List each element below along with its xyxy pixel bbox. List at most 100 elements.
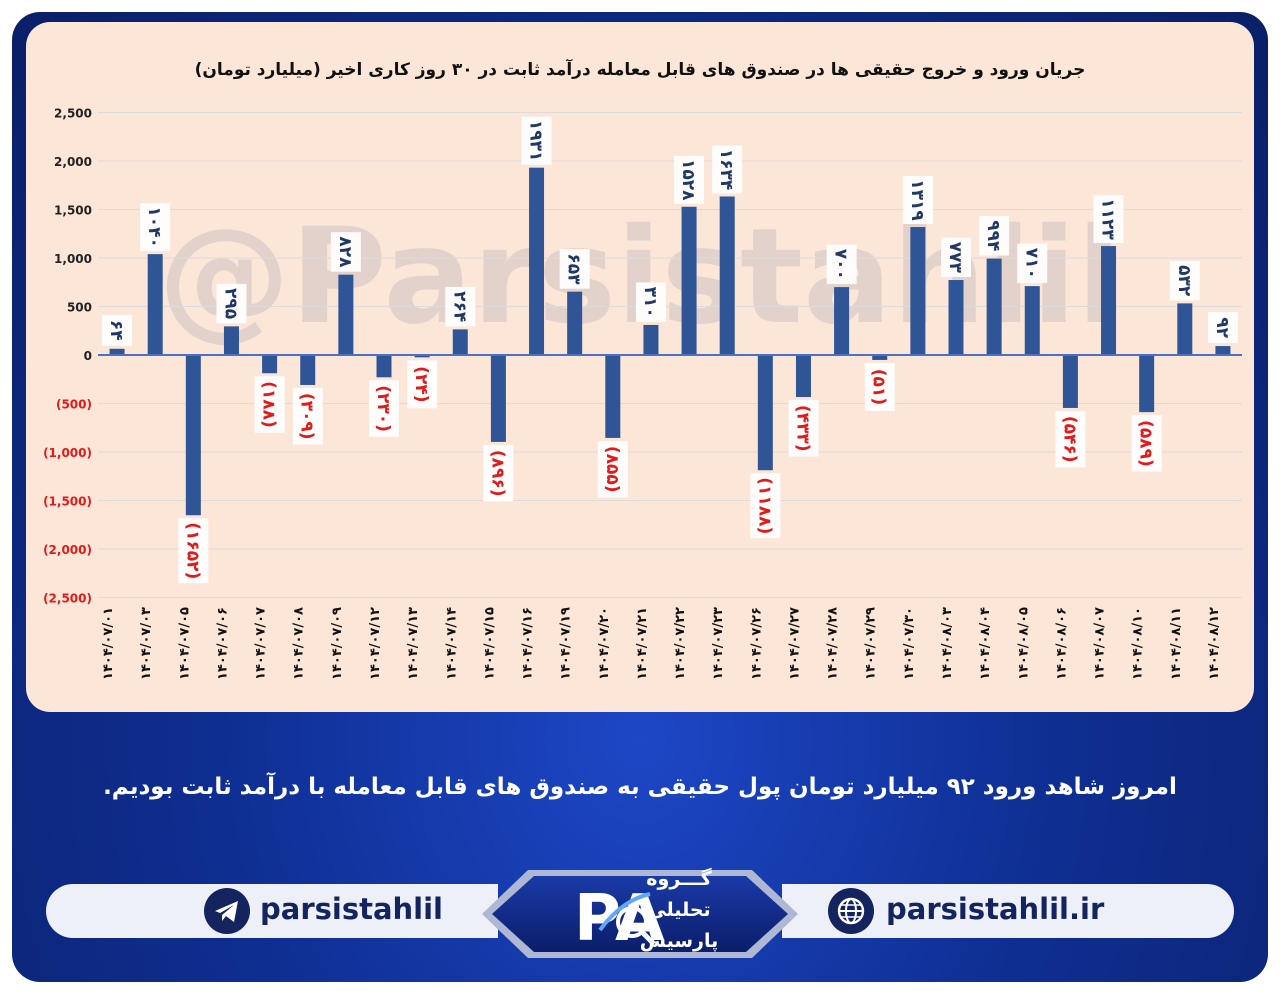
- data-label-box: [445, 286, 476, 327]
- x-tick-label: ۱۴۰۴/۰۸/۱۲: [1207, 607, 1222, 680]
- x-tick-label: ۱۴۰۴/۰۸/۰۴: [978, 607, 993, 680]
- data-label-box: [1017, 243, 1048, 284]
- data-label-text: ۶۵۳: [564, 253, 584, 285]
- bar: [1215, 346, 1231, 355]
- data-label: ۱۰۴۰: [140, 203, 171, 252]
- bar: [338, 274, 354, 355]
- data-label-text: (۱۸۸): [259, 381, 279, 428]
- data-label: ۹۹۴: [979, 216, 1010, 256]
- bar: [147, 254, 163, 355]
- data-label-text: ۶۴: [106, 320, 126, 341]
- y-tick-label: 2,000: [54, 155, 92, 169]
- data-label-box: [521, 116, 552, 165]
- chart-panel: جریان ورود و خروج حقیقی ها در صندوق های …: [26, 22, 1254, 712]
- data-label: ۶۵۳: [559, 249, 590, 289]
- x-tick-label: ۱۴۰۴/۰۷/۱۶: [521, 607, 536, 680]
- data-label-text: ۵۳۲: [1174, 265, 1194, 297]
- logo-line-1: گـــروه: [646, 868, 712, 890]
- data-label-box: [140, 203, 171, 252]
- data-label-text: (۱۱۸۸): [754, 477, 774, 534]
- x-tick-label: ۱۴۰۴/۰۷/۲۳: [711, 607, 726, 680]
- data-label-text: ۹۹۴: [983, 220, 1003, 251]
- data-label: ۱۱۲۳: [1093, 195, 1124, 244]
- data-label-box: [674, 155, 705, 204]
- data-label-box: [1169, 260, 1200, 301]
- data-label: ۷۱۰: [1017, 243, 1048, 284]
- caption-text: امروز شاهد ورود ۹۲ میلیارد تومان پول حقی…: [103, 774, 1177, 800]
- data-label-text: ۳۱۰: [640, 287, 660, 318]
- globe-icon: [828, 888, 874, 934]
- y-tick-label: 1,500: [54, 204, 92, 218]
- data-label-box: [597, 440, 628, 498]
- bar: [1101, 246, 1117, 355]
- y-tick-label: (2,000): [43, 543, 92, 557]
- x-tick-label: ۱۴۰۴/۰۷/۳۰: [902, 607, 917, 680]
- data-label: ۱۵۲۸: [674, 155, 705, 204]
- bar: [643, 324, 659, 355]
- x-axis-ticks: ۱۴۰۴/۰۷/۰۱ ۱۴۰۴/۰۷/۰۳ ۱۴۰۴/۰۷/۰۵ ۱۴۰۴/۰۷/۰۶…: [101, 607, 1222, 680]
- y-tick-label: (1,500): [43, 495, 92, 509]
- x-tick-label: ۱۴۰۴/۰۷/۰۷: [254, 607, 269, 680]
- data-label-box: [369, 380, 399, 437]
- data-label-box: [102, 314, 133, 346]
- data-label: (۱۸۸): [254, 376, 285, 433]
- data-label: ۳۱۰: [635, 282, 666, 322]
- x-tick-label: ۱۴۰۴/۰۷/۲۶: [749, 607, 764, 680]
- y-tick-label: 0: [84, 349, 92, 363]
- bars: [109, 167, 1231, 516]
- bar: [300, 355, 316, 385]
- bar: [834, 287, 850, 355]
- data-label-text: ۷۰۰: [831, 249, 851, 280]
- data-label: (۱۱۸۸): [750, 473, 781, 539]
- bar: [986, 258, 1002, 355]
- bar: [795, 355, 811, 398]
- data-label-box: [1093, 195, 1124, 244]
- data-label: ۷۷۳: [941, 237, 971, 278]
- y-tick-label: 1,000: [54, 252, 92, 266]
- logo-mark-icon: PA: [574, 882, 665, 956]
- bar: [185, 355, 201, 516]
- x-tick-label: ۱۴۰۴/۰۸/۰۷: [1093, 607, 1108, 680]
- bar: [414, 355, 430, 358]
- bar: [1177, 303, 1193, 355]
- bar: [605, 355, 621, 438]
- y-tick-label: (2,500): [43, 592, 92, 606]
- x-tick-label: ۱۴۰۴/۰۷/۲۰: [597, 607, 612, 680]
- telegram-handle[interactable]: parsistahlil: [260, 892, 443, 926]
- chart-title: جریان ورود و خروج حقیقی ها در صندوق های …: [194, 60, 1086, 80]
- data-label: (۵۴۶): [1055, 410, 1086, 468]
- data-label-text: (۲۴): [411, 366, 431, 402]
- y-tick-label: 500: [67, 301, 92, 315]
- bar: [452, 329, 468, 355]
- data-label-text: (۵۸۹): [1136, 420, 1156, 467]
- blue-frame: جریان ورود و خروج حقیقی ها در صندوق های …: [12, 12, 1268, 982]
- data-label-box: [178, 518, 209, 584]
- data-label-text: ۷۱۰: [1021, 248, 1041, 279]
- data-label: (۸۹۶): [483, 444, 514, 502]
- bar: [490, 355, 506, 442]
- telegram-icon: [204, 888, 250, 934]
- data-label: (۲۴): [407, 360, 438, 409]
- data-label-text: (۵۱): [869, 369, 889, 405]
- data-label: (۳۰۹): [292, 387, 323, 445]
- bar: [262, 355, 278, 374]
- data-label-text: ۱۶۳۴: [716, 149, 736, 191]
- bar-chart: @Parsistahlil 2,500 2,000 1,500 1,000 500 0 (5…: [43, 107, 1242, 680]
- data-label-box: [559, 249, 590, 289]
- data-label: ۱۳۱۹: [902, 176, 933, 225]
- data-label: ۵۳۲: [1169, 260, 1200, 301]
- data-label: ۷۰۰: [826, 244, 857, 285]
- data-label-box: [1207, 312, 1238, 344]
- data-label-text: ۱۳۱۹: [907, 179, 927, 221]
- data-label-box: [407, 360, 438, 409]
- x-tick-label: ۱۴۰۴/۰۷/۰۸: [292, 607, 307, 680]
- logo-line-3: پارسیس: [639, 930, 719, 952]
- x-tick-label: ۱۴۰۴/۰۸/۱۱: [1169, 607, 1184, 680]
- logo-badge: PA: [482, 870, 798, 958]
- data-label-text: (۸۵۵): [602, 446, 622, 493]
- website-url[interactable]: parsistahlil.ir: [886, 892, 1105, 926]
- x-tick-label: ۱۴۰۴/۰۸/۰۶: [1054, 607, 1069, 680]
- watermark-text: @Parsistahlil: [158, 200, 1122, 354]
- data-label: ۹۲: [1207, 312, 1238, 344]
